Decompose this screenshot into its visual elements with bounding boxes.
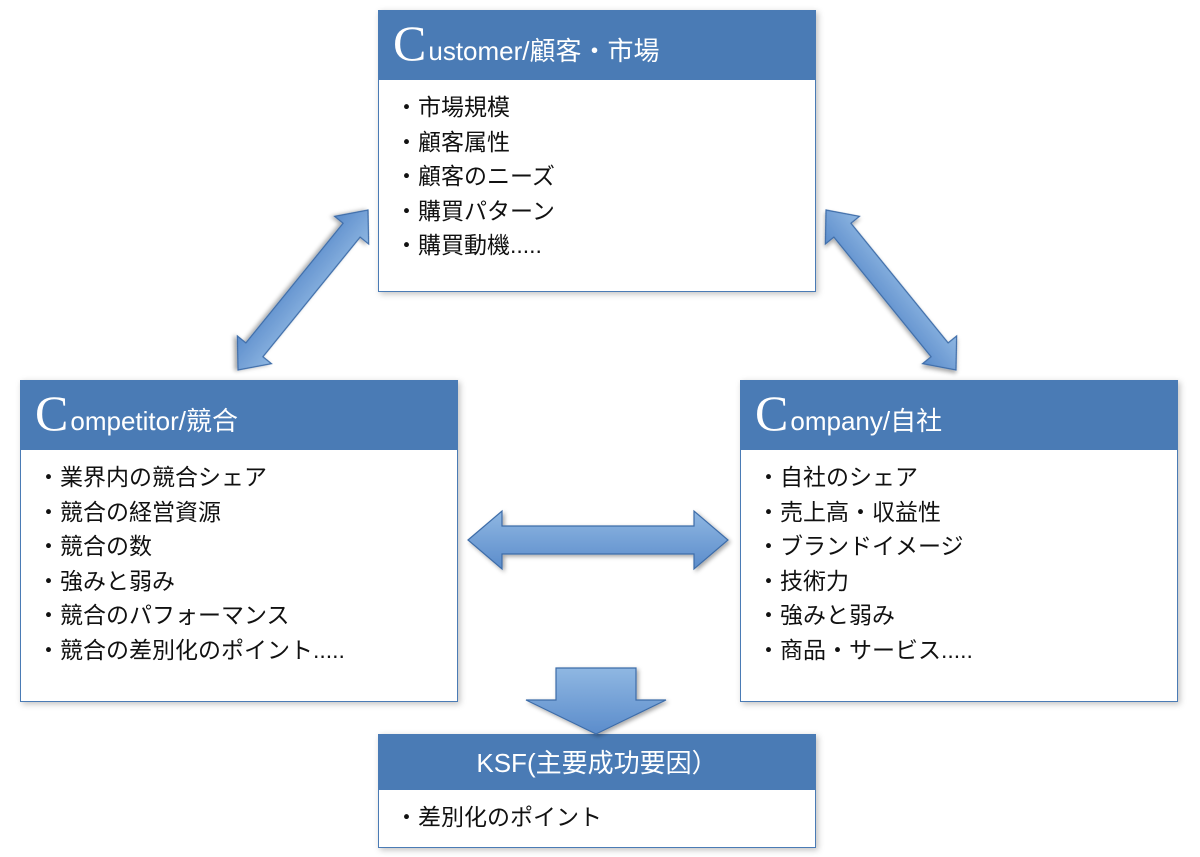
- competitor-item: ・業界内の競合シェア: [37, 460, 441, 495]
- arrow-customer-company: [772, 156, 1086, 264]
- competitor-big-c: C: [35, 391, 68, 436]
- arrow-customer-competitor: [314, 156, 628, 264]
- box-competitor-header: C ompetitor/競合: [21, 381, 457, 450]
- company-item: ・自社のシェア: [757, 460, 1161, 495]
- ksf-item: ・差別化のポイント: [395, 800, 799, 835]
- company-item: ・強みと弱み: [757, 598, 1161, 633]
- competitor-item: ・競合の経営資源: [37, 495, 441, 530]
- ksf-title: KSF(主要成功要因）: [476, 743, 717, 780]
- company-item: ・商品・サービス.....: [757, 633, 1161, 668]
- box-company: C ompany/自社 ・自社のシェア・売上高・収益性・ブランドイメージ・技術力…: [740, 380, 1178, 702]
- customer-header-rest: ustomer/顧客・市場: [428, 31, 659, 68]
- box-ksf-body: ・差別化のポイント: [379, 790, 815, 847]
- competitor-item: ・強みと弱み: [37, 564, 441, 599]
- company-item: ・ブランドイメージ: [757, 529, 1161, 564]
- box-competitor-body: ・業界内の競合シェア・競合の経営資源・競合の数・強みと弱み・競合のパフォーマンス…: [21, 450, 457, 701]
- company-big-c: C: [755, 391, 788, 436]
- box-ksf: KSF(主要成功要因） ・差別化のポイント: [378, 734, 816, 848]
- arrow-down-ksf: [516, 658, 676, 744]
- company-item: ・売上高・収益性: [757, 495, 1161, 530]
- competitor-item: ・競合のパフォーマンス: [37, 598, 441, 633]
- customer-item: ・顧客属性: [395, 125, 799, 160]
- customer-big-c: C: [393, 21, 426, 66]
- box-company-header: C ompany/自社: [741, 381, 1177, 450]
- competitor-header-rest: ompetitor/競合: [70, 401, 238, 438]
- company-item: ・技術力: [757, 564, 1161, 599]
- box-company-body: ・自社のシェア・売上高・収益性・ブランドイメージ・技術力・強みと弱み・商品・サー…: [741, 450, 1177, 701]
- customer-item: ・市場規模: [395, 90, 799, 125]
- competitor-item: ・競合の数: [37, 529, 441, 564]
- company-header-rest: ompany/自社: [790, 401, 942, 438]
- box-customer-header: C ustomer/顧客・市場: [379, 11, 815, 80]
- competitor-item: ・競合の差別化のポイント.....: [37, 633, 441, 668]
- box-competitor: C ompetitor/競合 ・業界内の競合シェア・競合の経営資源・競合の数・強…: [20, 380, 458, 702]
- arrow-competitor-company: [400, 472, 796, 608]
